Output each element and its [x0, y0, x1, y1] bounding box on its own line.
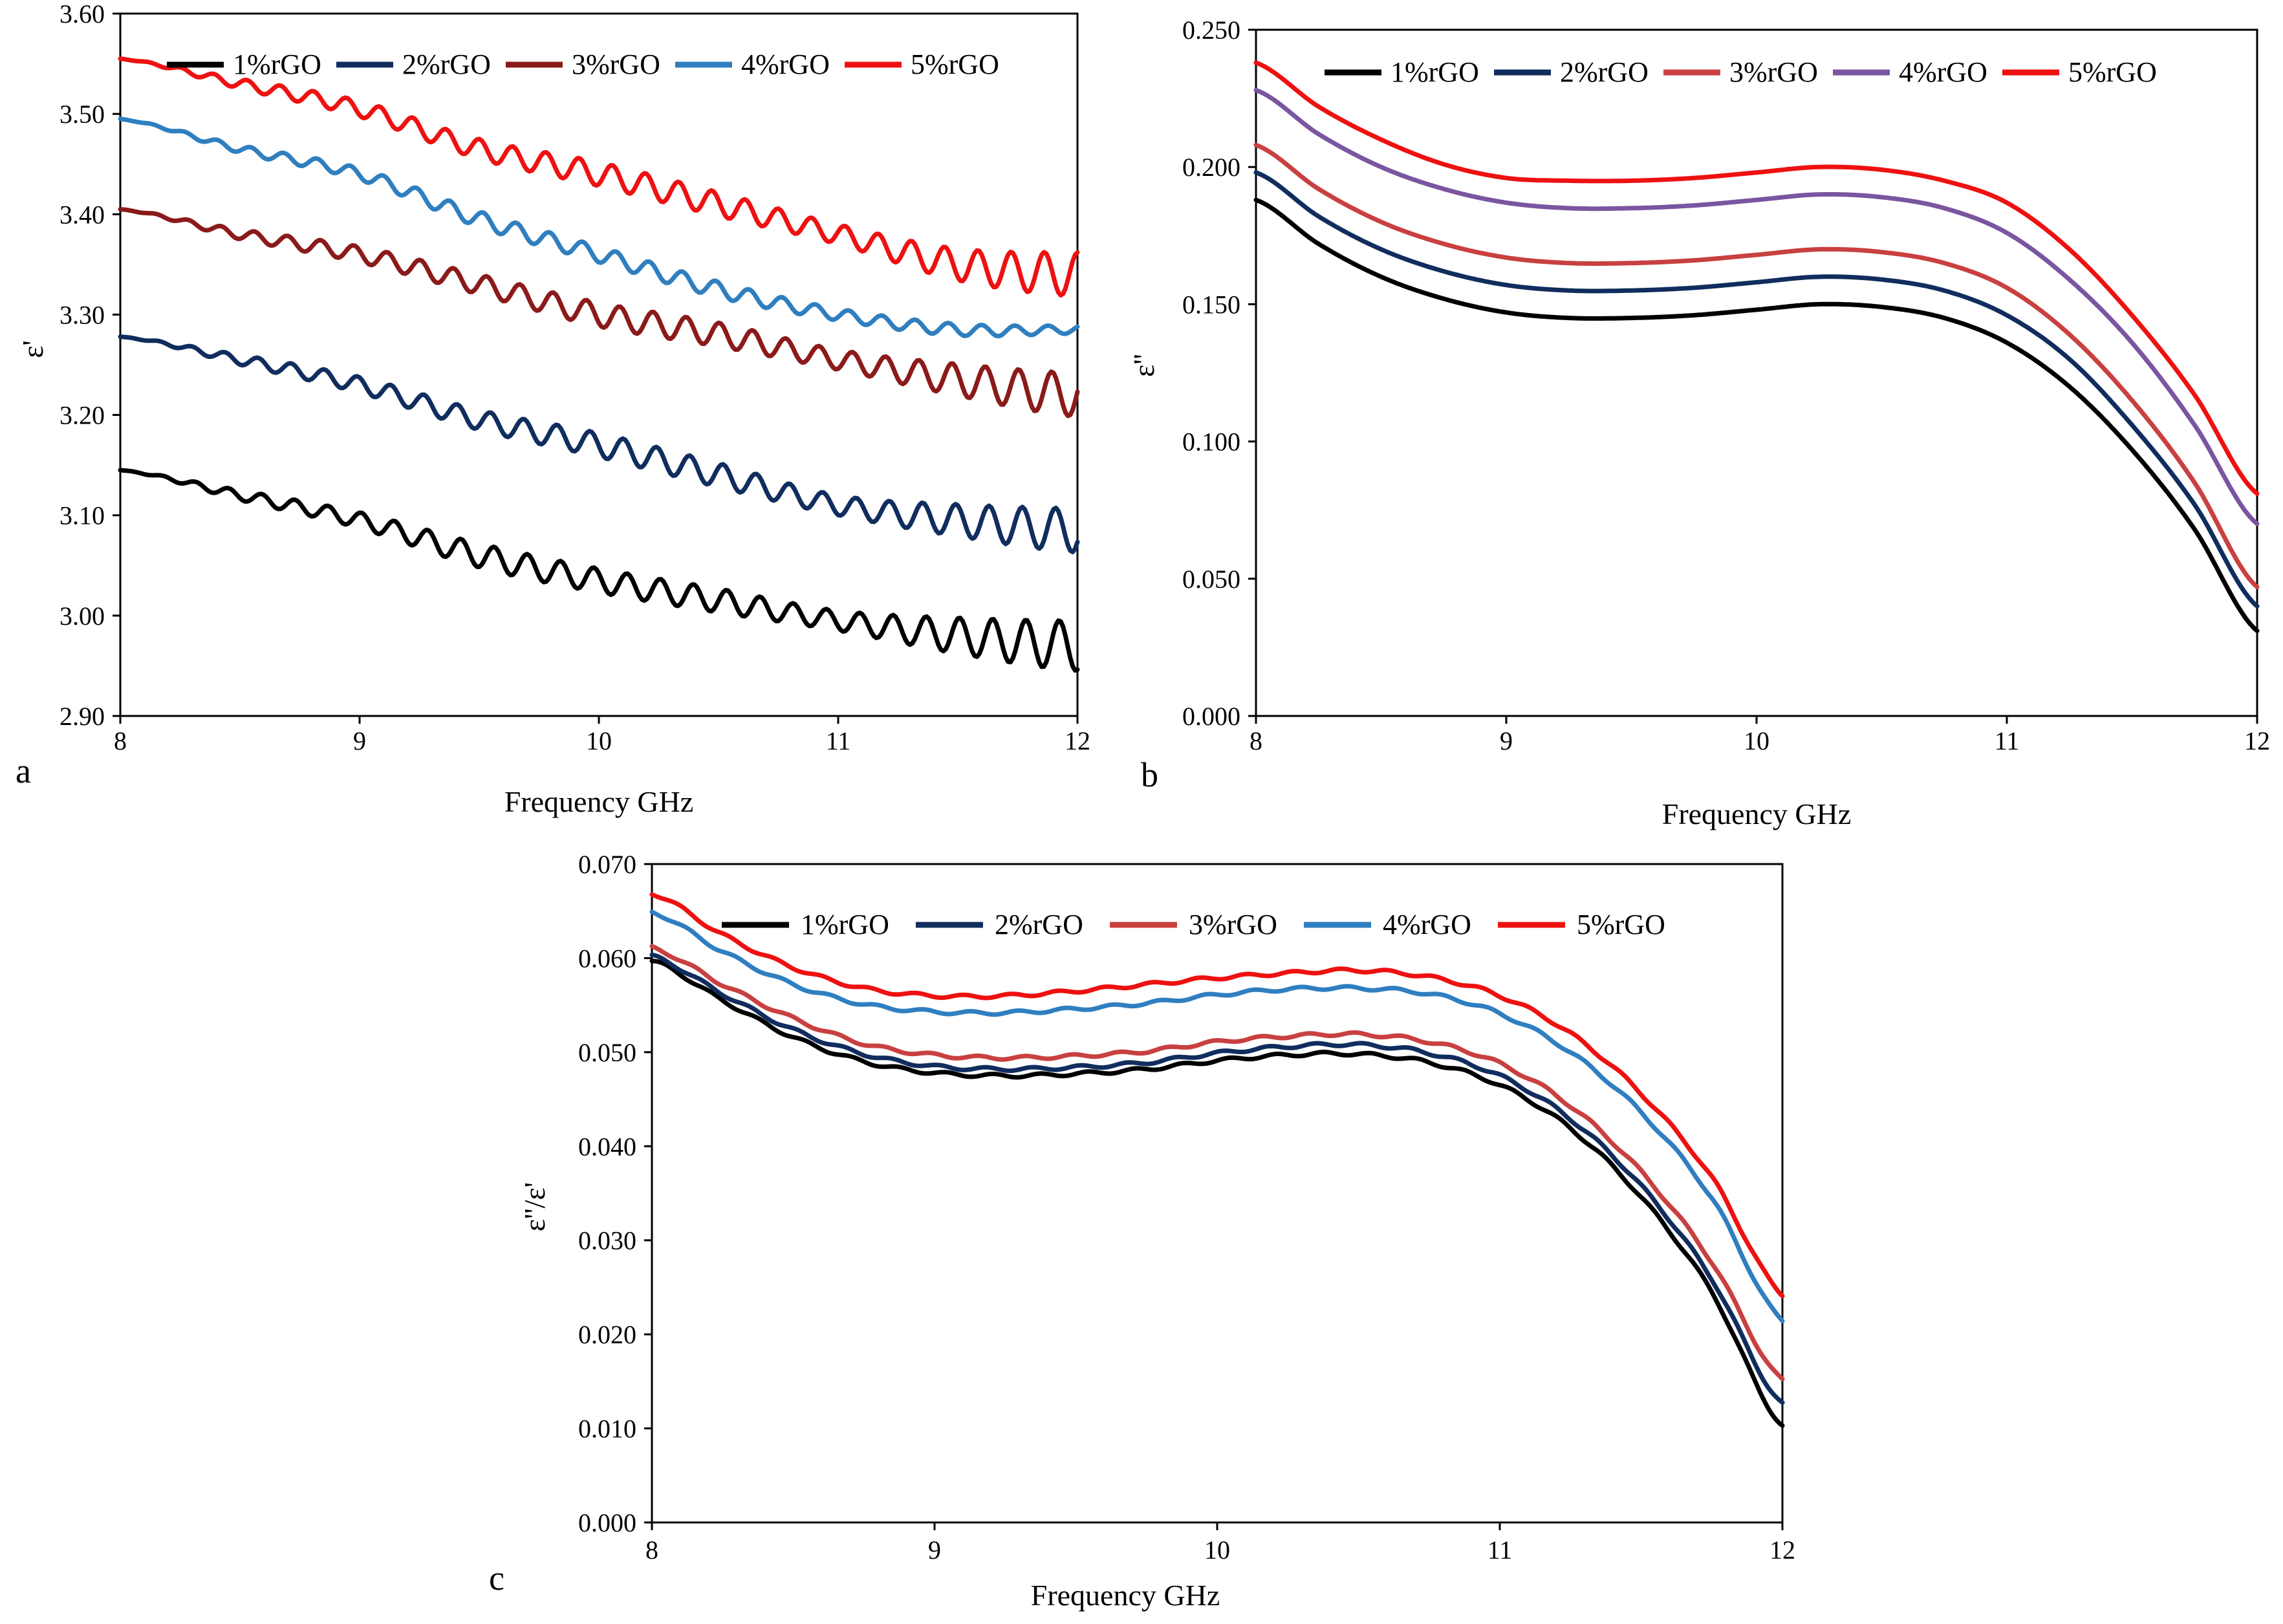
panel-a-xtick-label: 9 [353, 726, 366, 755]
panel-c-xlabel: Frequency GHz [1031, 1579, 1220, 1612]
panel-b-legend: 1%rGO 2%rGO 3%rGO 4%rGO 5%rGO [1325, 56, 2157, 88]
panel-a-legend-label: 5%rGO [911, 49, 999, 80]
panel-c-series-line [649, 909, 1785, 1323]
panel-c-xtick-label: 10 [1204, 1535, 1230, 1564]
panel-a-ytick-label: 2.90 [60, 702, 105, 731]
panel-a-legend-label: 3%rGO [572, 49, 660, 80]
panel-a-ytick-label: 3.00 [60, 601, 105, 631]
panel-b-xtick-label: 10 [1744, 726, 1769, 755]
panel-c-legend-label: 3%rGO [1189, 909, 1277, 940]
panel-c-series-line [649, 892, 1785, 1299]
panel-a-ytick-label: 3.60 [60, 0, 105, 28]
panel-b-series [1253, 60, 2260, 633]
panel-b-series-line [1253, 170, 2260, 609]
panel-b-xtick-label: 9 [1500, 726, 1513, 755]
panel-a-legend-label: 4%rGO [741, 49, 830, 80]
panel-b-legend-label: 5%rGO [2068, 56, 2157, 88]
panel-a-ytick-label: 3.50 [60, 100, 105, 129]
panel-b-ytick-label: 0.250 [1182, 16, 1240, 45]
panel-b-xlabel: Frequency GHz [1662, 797, 1852, 830]
panel-c-ytick-label: 0.000 [578, 1508, 636, 1537]
panel-c-letter: c [489, 1559, 504, 1597]
panel-a-grid-ticks: 2.90 3.00 3.10 3.20 3.30 3.40 3.50 3.60 8 9 10 11 12 [60, 0, 1090, 755]
panel-c-ytick-label: 0.060 [578, 944, 636, 973]
panel-a-xlabel: Frequency GHz [504, 785, 694, 818]
panel-c-legend-label: 2%rGO [995, 909, 1083, 940]
panel-c-xtick-label: 8 [645, 1535, 658, 1564]
panel-a-series-line [118, 116, 1080, 339]
panel-a-letter: a [16, 752, 31, 790]
panel-c-ytick-label: 0.020 [578, 1320, 636, 1349]
panel-c-ytick-label: 0.010 [578, 1414, 636, 1444]
panel-b-xtick-label: 11 [1995, 726, 2020, 755]
panel-a-series [118, 56, 1080, 673]
panel-a-series-line [118, 334, 1080, 554]
panel-a: 2.90 3.00 3.10 3.20 3.30 3.40 3.50 3.60 8 9 10 11 12… [16, 0, 1090, 818]
panel-a-legend: 1%rGO 2%rGO 3%rGO 4%rGO 5%rGO [167, 49, 999, 80]
panel-b-series-line [1253, 87, 2260, 526]
panel-c-ytick-label: 0.050 [578, 1038, 636, 1067]
panel-b-series-line [1253, 142, 2260, 589]
panel-c-xtick-label: 11 [1488, 1535, 1513, 1564]
panel-a-xtick-label: 12 [1065, 726, 1090, 755]
panel-a-xtick-label: 8 [114, 726, 127, 755]
panel-b-ytick-label: 0.000 [1182, 702, 1240, 731]
panel-c-legend-label: 5%rGO [1577, 909, 1665, 940]
panel-c-ytick-label: 0.040 [578, 1132, 636, 1161]
panel-c-xtick-label: 12 [1769, 1535, 1795, 1564]
panel-b: 0.000 0.050 0.100 0.150 0.200 0.250 8 9 10 11 12 1… [1127, 16, 2270, 830]
panel-b-ytick-label: 0.150 [1182, 290, 1240, 319]
panel-b-series-line [1253, 60, 2260, 496]
panel-c-grid-ticks: 0.000 0.010 0.020 0.030 0.040 0.050 0.060 0.070… [578, 850, 1795, 1564]
panel-b-legend-label: 1%rGO [1390, 56, 1479, 88]
panel-c-ylabel: ε''/ε' [518, 1182, 551, 1231]
panel-a-ytick-label: 3.20 [60, 401, 105, 430]
panel-b-xtick-label: 12 [2244, 726, 2270, 755]
panel-b-legend-label: 2%rGO [1560, 56, 1649, 88]
panel-c-ytick-label: 0.070 [578, 850, 636, 879]
panel-c-legend: 1%rGO 2%rGO 3%rGO 4%rGO 5%rGO [722, 909, 1665, 940]
panel-b-ylabel: ε'' [1127, 354, 1160, 377]
panel-a-xtick-label: 10 [586, 726, 612, 755]
panel-b-ytick-label: 0.050 [1182, 565, 1240, 594]
panel-c-series-line [649, 958, 1785, 1428]
panel-c-xtick-label: 9 [928, 1535, 941, 1564]
panel-b-xtick-label: 8 [1250, 726, 1262, 755]
panel-a-legend-label: 1%rGO [233, 49, 321, 80]
panel-a-legend-label: 2%rGO [402, 49, 491, 80]
panel-c-series-line [649, 944, 1785, 1381]
panel-c-ytick-label: 0.030 [578, 1226, 636, 1255]
panel-a-ytick-label: 3.10 [60, 501, 105, 530]
panel-b-letter: b [1141, 755, 1158, 794]
panel-c-plot-frame [651, 863, 1784, 1524]
panel-b-ytick-label: 0.200 [1182, 153, 1240, 182]
panel-a-xtick-label: 11 [826, 726, 851, 755]
panel-c-series [649, 892, 1785, 1428]
panel-c-legend-label: 4%rGO [1383, 909, 1471, 940]
panel-a-ytick-label: 3.30 [60, 300, 105, 329]
panel-b-grid-ticks: 0.000 0.050 0.100 0.150 0.200 0.250 8 9 10 11 12 [1182, 16, 2270, 755]
panel-b-legend-label: 4%rGO [1899, 56, 1987, 88]
panel-c-series-line [649, 952, 1785, 1405]
panel-b-legend-label: 3%rGO [1729, 56, 1818, 88]
panel-a-ylabel: ε' [16, 340, 49, 358]
panel-a-series-line [118, 56, 1080, 298]
panel-c: 0.000 0.010 0.020 0.030 0.040 0.050 0.060 0.070… [489, 850, 1795, 1612]
panel-a-series-line [118, 468, 1080, 673]
panel-a-ytick-label: 3.40 [60, 200, 105, 229]
panel-b-series-line [1253, 197, 2260, 633]
panel-c-legend-label: 1%rGO [801, 909, 889, 940]
panel-a-series-line [118, 207, 1080, 418]
panel-b-ytick-label: 0.100 [1182, 428, 1240, 457]
